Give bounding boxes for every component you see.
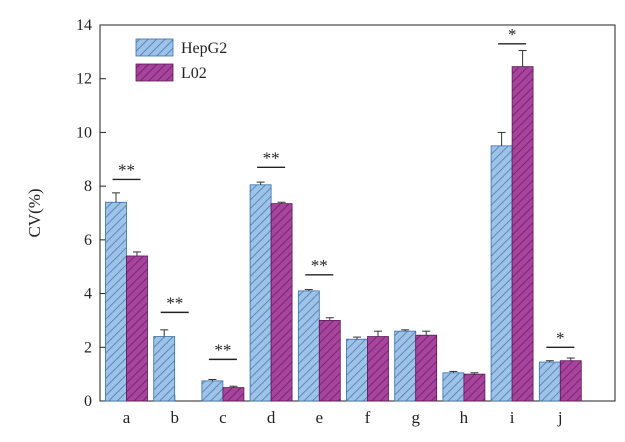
x-tick-label-i: i bbox=[510, 408, 515, 427]
y-axis: 0 2 4 6 8 10 12 14 bbox=[76, 17, 106, 410]
bar-l02-h bbox=[463, 373, 486, 402]
y-axis-label: CV(%) bbox=[25, 188, 44, 237]
y-tick-label: 6 bbox=[84, 232, 92, 249]
bar-l02-c bbox=[222, 387, 245, 402]
error-bars-group bbox=[112, 50, 575, 388]
bar-hepg2-h bbox=[442, 372, 465, 402]
x-tick-label-f: f bbox=[365, 408, 371, 427]
significance-annotations: ************ bbox=[112, 25, 575, 361]
bar-hepg2-j bbox=[538, 361, 561, 402]
bar-hepg2-c bbox=[201, 380, 224, 402]
significance-label-e: ** bbox=[311, 256, 328, 275]
bar-l02-e bbox=[318, 320, 341, 402]
bars-group bbox=[105, 66, 582, 402]
legend-swatch-l02 bbox=[135, 63, 174, 82]
x-tick-label-j: j bbox=[557, 408, 563, 427]
y-tick-label: 4 bbox=[84, 286, 92, 303]
y-tick-label: 10 bbox=[76, 124, 92, 141]
significance-label-c: ** bbox=[214, 340, 231, 359]
legend-label-l02: L02 bbox=[181, 65, 207, 82]
y-tick-label: 2 bbox=[84, 339, 92, 356]
bar-hepg2-f bbox=[346, 338, 368, 402]
y-tick-label: 8 bbox=[84, 178, 92, 195]
y-tick-label: 0 bbox=[84, 393, 92, 410]
x-tick-label-g: g bbox=[411, 408, 420, 427]
x-tick-label-e: e bbox=[316, 408, 324, 427]
significance-label-j: * bbox=[556, 328, 565, 347]
x-tick-label-h: h bbox=[460, 408, 469, 427]
bar-l02-i bbox=[511, 66, 534, 402]
x-tick-label-d: d bbox=[267, 408, 276, 427]
y-tick-label: 12 bbox=[76, 71, 92, 88]
x-tick-label-b: b bbox=[170, 408, 179, 427]
x-tick-label-c: c bbox=[219, 408, 227, 427]
x-tick-label-a: a bbox=[123, 408, 131, 427]
bar-hepg2-a bbox=[105, 201, 127, 402]
bar-l02-a bbox=[126, 255, 148, 402]
bar-l02-j bbox=[559, 360, 582, 402]
significance-label-b: ** bbox=[166, 293, 183, 312]
legend-swatch-hepg2 bbox=[135, 38, 174, 57]
significance-label-a: ** bbox=[118, 160, 135, 179]
bar-l02-g bbox=[415, 334, 438, 402]
bar-l02-f bbox=[367, 336, 389, 402]
bar-hepg2-g bbox=[394, 330, 417, 402]
bar-hepg2-b bbox=[153, 336, 176, 402]
bar-hepg2-e bbox=[297, 290, 320, 402]
significance-label-d: ** bbox=[263, 148, 280, 167]
legend-label-hepg2: HepG2 bbox=[181, 40, 227, 57]
bar-hepg2-i bbox=[490, 145, 513, 402]
bar-hepg2-d bbox=[249, 184, 272, 402]
significance-label-i: * bbox=[508, 25, 517, 44]
bar-l02-d bbox=[270, 203, 293, 402]
y-tick-label: 14 bbox=[76, 17, 92, 34]
legend: HepG2 L02 bbox=[135, 38, 227, 82]
